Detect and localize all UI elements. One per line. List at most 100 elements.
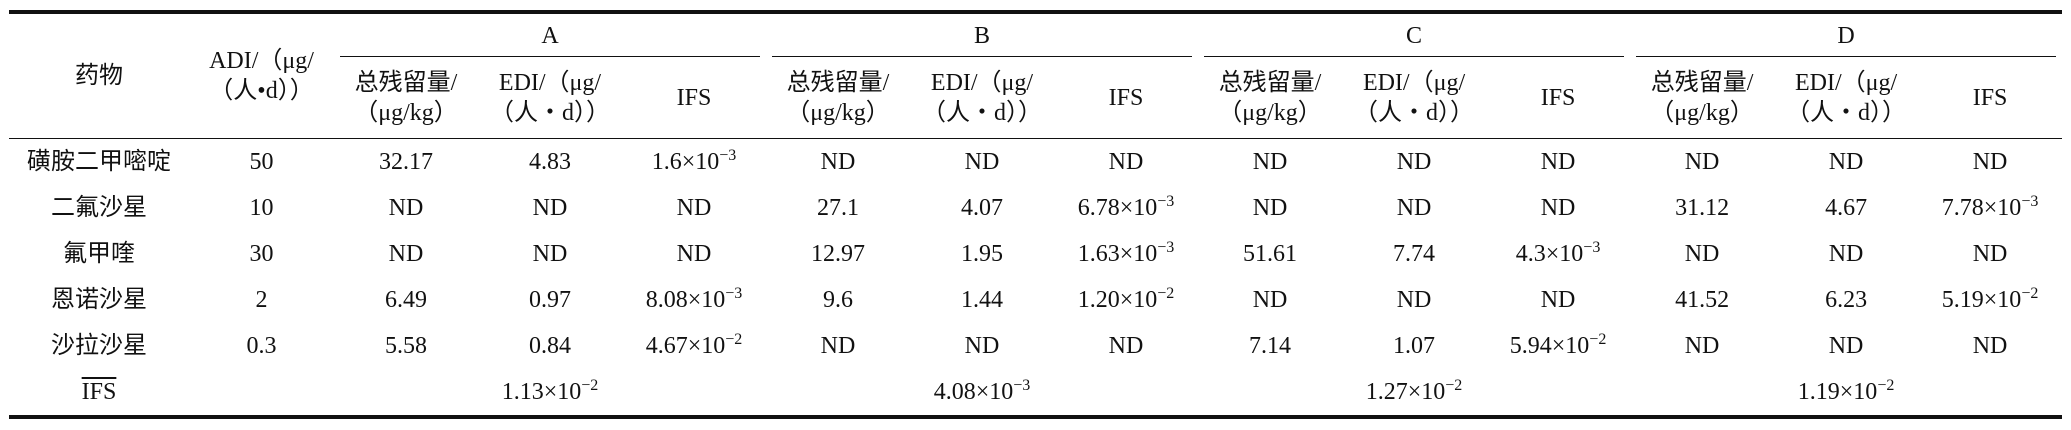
empty-cell — [334, 369, 478, 417]
cell-text: 27.1 — [817, 195, 859, 221]
cell-text: 51.61 — [1243, 241, 1298, 267]
header-row: 总残留量/ （μg/kg） EDI/（μg/ （人・d）） IFS 总残留量/ （μg/kg… — [9, 58, 2063, 139]
cell-text: ND — [1252, 149, 1288, 175]
cell-exponent: −3 — [719, 147, 737, 164]
drug-cell: 二氟沙星 — [51, 195, 147, 221]
value-cell: ND — [1918, 231, 2062, 277]
cell-text: ND — [964, 149, 1000, 175]
value-cell: ND — [1342, 277, 1486, 323]
value-cell: 7.14 — [1198, 323, 1342, 369]
cell-base: 1.63×10 — [1077, 241, 1158, 267]
cell-text: 7.14 — [1249, 333, 1292, 359]
value-cell: 7.78×10−3 — [1918, 185, 2062, 231]
cell-text: ND — [1828, 241, 1864, 267]
cell-text: ND — [532, 241, 568, 267]
cell-base: 1.6×10 — [651, 149, 720, 175]
value-cell: 7.74 — [1342, 231, 1486, 277]
text-line: IFS — [1540, 85, 1576, 111]
value-cell: 1.44 — [910, 277, 1054, 323]
drug-cell: 氟甲喹 — [63, 241, 135, 267]
value-cell: ND — [1342, 185, 1486, 231]
empty-cell — [1918, 369, 2062, 417]
value-cell: 4.3×10−3 — [1486, 231, 1630, 277]
table: 药物 ADI/（μg/ （人•d）） A B C D 总残留量/ （μg/kg） EDI/（μg/… — [9, 10, 2063, 419]
cell-exponent: −2 — [2021, 285, 2039, 302]
cell-text: ND — [676, 241, 712, 267]
text-line: IFS — [676, 85, 712, 111]
subheader-cell: EDI/（μg/ （人・d）） — [478, 58, 622, 139]
cell-text: ND — [1828, 333, 1864, 359]
cell-text: ND — [1972, 241, 2008, 267]
data-row: 恩诺沙星 2 6.49 0.97 8.08×10−3 9.6 1.44 1.20×10−2 ND… — [9, 277, 2062, 323]
cell-exponent: −2 — [581, 377, 599, 394]
value-cell: 8.08×10−3 — [622, 277, 766, 323]
text-line: 总残留量/ — [1218, 70, 1322, 96]
value-cell: 6.23 — [1774, 277, 1918, 323]
adi-cell: 10 — [249, 195, 274, 221]
mean-label: IFS — [9, 369, 189, 417]
value-cell: ND — [478, 231, 622, 277]
cell-text: ND — [1252, 195, 1288, 221]
cell-text: 4.83 — [529, 149, 571, 175]
value-cell: 31.12 — [1630, 185, 1774, 231]
value-cell: ND — [334, 231, 478, 277]
cell-text: ND — [1252, 287, 1288, 313]
header-row: 药物 ADI/（μg/ （人•d）） A B C D — [9, 12, 2062, 139]
subheader-cell: EDI/（μg/ （人・d）） — [1342, 58, 1487, 139]
text-line: IFS — [1972, 85, 2008, 111]
cell-text: ND — [1684, 333, 1720, 359]
text-line: （μg/kg） — [786, 100, 890, 126]
value-cell: ND — [1630, 139, 1774, 186]
cell-text: 6.23 — [1825, 287, 1868, 313]
subheader-cell: 总残留量/ （μg/kg） — [766, 58, 910, 139]
cell-base: 1.19×10 — [1797, 379, 1878, 405]
cell-text: ND — [1540, 195, 1576, 221]
cell-exponent: −3 — [1157, 239, 1175, 256]
value-cell: ND — [1054, 139, 1198, 186]
cell-text: ND — [1396, 287, 1432, 313]
value-cell: 5.94×10−2 — [1486, 323, 1630, 369]
subheader-cell: IFS — [1918, 58, 2063, 139]
value-cell: 1.07 — [1342, 323, 1486, 369]
value-cell: 1.20×10−2 — [1054, 277, 1198, 323]
value-cell: ND — [1486, 139, 1630, 186]
value-cell: 4.07 — [910, 185, 1054, 231]
subheader-cell: EDI/（μg/ （人・d）） — [1774, 58, 1919, 139]
empty-cell — [1486, 369, 1630, 417]
cell-text: ND — [964, 333, 1000, 359]
cell-text: ND — [1108, 149, 1144, 175]
value-cell: ND — [1486, 277, 1630, 323]
value-cell: 5.19×10−2 — [1918, 277, 2062, 323]
mean-cell: 1.13×10−2 — [478, 369, 622, 417]
value-cell: 41.52 — [1630, 277, 1774, 323]
data-row: 二氟沙星 10 ND ND ND 27.1 4.07 6.78×10−3 ND ND ND 31.12… — [9, 185, 2062, 231]
cell-text: 41.52 — [1675, 287, 1730, 313]
text-line: EDI/（μg/ — [930, 70, 1034, 96]
subheader-cell: IFS — [622, 58, 766, 139]
cell-text: ND — [1684, 149, 1720, 175]
cell-text: 32.17 — [379, 149, 433, 175]
subheader-cell: 总残留量/ （μg/kg） — [1630, 58, 1775, 139]
value-cell: ND — [1198, 277, 1342, 323]
text-line: （μg/kg） — [354, 100, 458, 126]
mean-label-text: IFS — [81, 379, 117, 405]
cell-text: 31.12 — [1675, 195, 1730, 221]
text-line: EDI/（μg/ — [1794, 70, 1898, 96]
subheader-cell: EDI/（μg/ （人・d）） — [910, 58, 1054, 139]
cell-base: 8.08×10 — [645, 287, 726, 313]
cell-text: ND — [388, 241, 424, 267]
group-header: D — [1630, 12, 2062, 58]
text-line: IFS — [1108, 85, 1144, 111]
cell-text: ND — [532, 195, 568, 221]
adi-cell: 50 — [249, 149, 274, 175]
text-line: （人・d）） — [490, 100, 610, 126]
value-cell: ND — [766, 323, 910, 369]
empty-cell — [622, 369, 766, 417]
value-cell: ND — [334, 185, 478, 231]
cell-text: 4.67 — [1825, 195, 1868, 221]
mean-cell: 1.27×10−2 — [1342, 369, 1486, 417]
value-cell: ND — [1342, 139, 1486, 186]
adi-cell: 0.3 — [246, 333, 277, 359]
value-cell: ND — [1486, 185, 1630, 231]
